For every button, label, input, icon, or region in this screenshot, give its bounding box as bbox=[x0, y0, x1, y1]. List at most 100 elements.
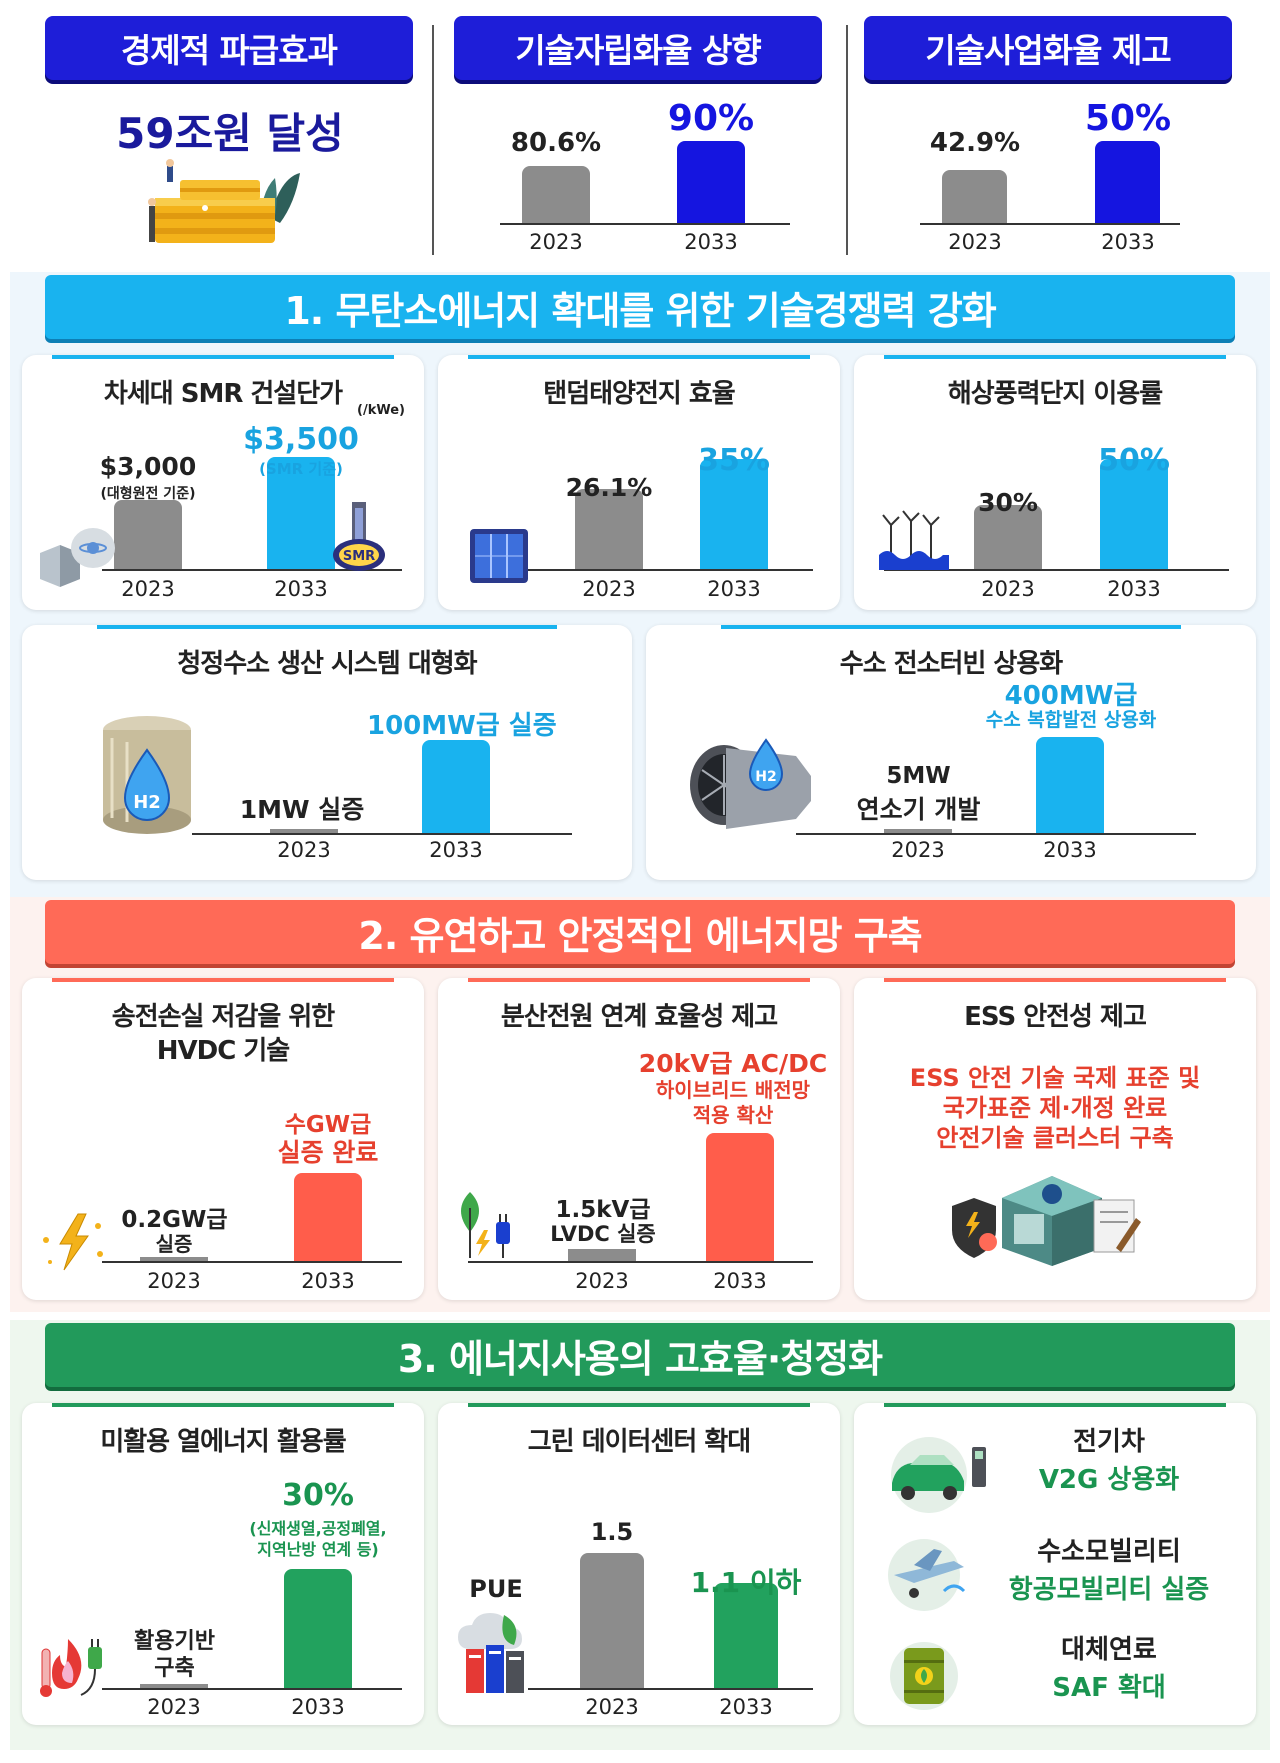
ess-line1: ESS 안전 기술 국제 표준 및 bbox=[909, 1064, 1201, 1092]
bar-2033 bbox=[677, 141, 745, 223]
tandem-title: 탠덤태양전지 효율 bbox=[543, 379, 735, 409]
tick-label-2023: 2023 bbox=[575, 1269, 629, 1293]
commercialization-title: 기술사업화율 제고 bbox=[864, 16, 1232, 80]
section3-banner: 3. 에너지사용의 고효율·청정화 bbox=[45, 1323, 1235, 1387]
ess-line2: 국가표준 제·개정 완료 bbox=[942, 1094, 1168, 1122]
bar-2023 bbox=[942, 170, 1007, 223]
offshore-title: 해상풍력단지 이용률 bbox=[947, 379, 1163, 409]
tick-label-2033: 2033 bbox=[1107, 577, 1161, 601]
value-label-2023: $3,000 bbox=[99, 452, 197, 481]
tech-independence-title: 기술자립화율 상향 bbox=[454, 16, 822, 80]
turbine-title: 수소 전소터빈 상용화 bbox=[839, 649, 1063, 679]
tick-label-2033: 2033 bbox=[713, 1269, 767, 1293]
section1-banner: 1. 무탄소에너지 확대를 위한 기술경쟁력 강화 bbox=[45, 275, 1235, 339]
tick-label-2033: 2033 bbox=[1101, 230, 1155, 254]
leaf-plug-icon bbox=[461, 1192, 510, 1258]
tandem-card: 탠덤태양전지 효율 26.1% 35% 2023 2033 bbox=[438, 355, 840, 610]
value-label-2023-line2: 실증 bbox=[155, 1232, 193, 1256]
bar-2023 bbox=[140, 1684, 208, 1688]
tick-label-2023: 2023 bbox=[147, 1269, 201, 1293]
bar-2023 bbox=[114, 500, 182, 569]
value-label-2033-line2: 실증 완료 bbox=[277, 1138, 379, 1167]
tick-label-2033: 2033 bbox=[429, 838, 483, 862]
mobility-card: 전기차 V2G 상용화 수소모빌리티 항공모빌리티 실증 대체연료 SAF 확대 bbox=[854, 1403, 1256, 1725]
value-label-2033-line1: 수GW급 bbox=[284, 1112, 372, 1138]
value-label-2033: 35% bbox=[698, 443, 770, 478]
value-label-2033: 90% bbox=[667, 98, 755, 139]
bar-2033 bbox=[706, 1133, 774, 1261]
h2-mobility-title: 수소모빌리티 bbox=[1037, 1537, 1181, 1567]
bar-2033 bbox=[1100, 459, 1168, 569]
value-label-2033-line1: 400MW급 bbox=[1004, 681, 1138, 711]
tick-label-2023: 2023 bbox=[121, 577, 175, 601]
hydrogen-tank-icon: H2 bbox=[103, 716, 191, 834]
lightning-icon bbox=[43, 1213, 103, 1271]
tick-label-2023: 2023 bbox=[277, 838, 331, 862]
divider bbox=[846, 25, 848, 255]
bar-2033 bbox=[1036, 737, 1104, 833]
value-label-2023: 1MW 실증 bbox=[239, 795, 365, 824]
solar-panel-icon bbox=[470, 529, 528, 583]
value-label-2023: 80.6% bbox=[510, 128, 602, 158]
datacenter-card: 그린 데이터센터 확대 PUE 1.5 1.1 이하 2023 2033 bbox=[438, 1403, 840, 1725]
tick-label-2033: 2033 bbox=[301, 1269, 355, 1293]
bar-2033 bbox=[422, 740, 490, 833]
wind-turbine-icon bbox=[879, 510, 949, 570]
air-mobility-icon bbox=[888, 1539, 966, 1611]
economic-effect-title: 경제적 파급효과 bbox=[45, 16, 413, 80]
tick-label-2033: 2033 bbox=[1043, 838, 1097, 862]
fuel-barrel-icon bbox=[890, 1642, 958, 1710]
datacenter-title: 그린 데이터센터 확대 bbox=[527, 1427, 751, 1457]
tick-label-2033: 2033 bbox=[291, 1695, 345, 1719]
gas-turbine-icon: H2 bbox=[690, 738, 811, 829]
economic-effect-value: 59조원 달성 bbox=[116, 109, 344, 158]
turbine-card: 수소 전소터빈 상용화 5MW 연소기 개발 400MW급 수소 복합발전 상용… bbox=[646, 625, 1256, 880]
tick-label-2023: 2023 bbox=[981, 577, 1035, 601]
value-label-2033: 30% bbox=[282, 1478, 354, 1513]
heat-title: 미활용 열에너지 활용률 bbox=[100, 1427, 346, 1457]
value-note-2033: (SMR 기준) bbox=[259, 460, 343, 478]
tick-label-2023: 2023 bbox=[585, 1695, 639, 1719]
ess-title: ESS 안전성 제고 bbox=[964, 1002, 1147, 1032]
value-label-2023-line1: 5MW bbox=[886, 763, 951, 789]
hvdc-title-line1: 송전손실 저감을 위한 bbox=[111, 1002, 335, 1032]
bar-2033 bbox=[267, 457, 335, 569]
bar-2023 bbox=[580, 1553, 644, 1688]
bar-2023 bbox=[568, 1249, 636, 1261]
value-label-2023: 1.5 bbox=[590, 1518, 634, 1546]
bar-2023 bbox=[522, 166, 590, 223]
tick-label-2023: 2023 bbox=[529, 230, 583, 254]
tick-label-2033: 2033 bbox=[719, 1695, 773, 1719]
bar-2023 bbox=[270, 829, 338, 833]
value-label-2033: 50% bbox=[1098, 443, 1170, 478]
tick-label-2023: 2023 bbox=[147, 1695, 201, 1719]
smr-badge: SMR bbox=[343, 549, 375, 564]
nuclear-plant-icon bbox=[40, 528, 115, 587]
bar-2033 bbox=[700, 459, 768, 569]
value-label-2033-line1: 20kV급 AC/DC bbox=[638, 1049, 828, 1078]
value-label-2023-line1: 0.2GW급 bbox=[121, 1207, 228, 1233]
ev-title: 전기차 bbox=[1073, 1427, 1145, 1457]
hydrogen-title: 청정수소 생산 시스템 대형화 bbox=[177, 649, 477, 679]
ev-value: V2G 상용화 bbox=[1038, 1465, 1180, 1495]
smr-card: 차세대 SMR 건설단가 (/kWe) $3,000 (대형원전 기준) $3,… bbox=[22, 355, 424, 610]
gold-coins-icon bbox=[148, 159, 300, 243]
ess-card: ESS 안전성 제고 ESS 안전 기술 국제 표준 및 국가표준 제·개정 완… bbox=[854, 978, 1256, 1300]
value-label-2023-line2: LVDC 실증 bbox=[550, 1222, 656, 1246]
value-label-2023-line1: 활용기반 bbox=[134, 1629, 215, 1654]
value-label-2033-line2: 수소 복합발전 상용화 bbox=[985, 709, 1157, 731]
divider bbox=[432, 25, 434, 255]
section2-banner: 2. 유연하고 안정적인 에너지망 구축 bbox=[45, 900, 1235, 964]
value-label-2023: 42.9% bbox=[929, 128, 1021, 158]
h2-badge: H2 bbox=[133, 792, 161, 813]
x-axis bbox=[920, 223, 1180, 225]
tick-label-2023: 2023 bbox=[948, 230, 1002, 254]
distributed-title: 분산전원 연계 효율성 제고 bbox=[500, 1002, 778, 1032]
hydrogen-card: 청정수소 생산 시스템 대형화 1MW 실증 100MW급 실증 2023 20… bbox=[22, 625, 632, 880]
tick-label-2023: 2023 bbox=[582, 577, 636, 601]
bar-2033 bbox=[1095, 141, 1160, 223]
value-label-2023-line2: 구축 bbox=[154, 1656, 195, 1681]
hvdc-card: 송전손실 저감을 위한 HVDC 기술 0.2GW급 실증 수GW급 실증 완료… bbox=[22, 978, 424, 1300]
value-label-2033: $3,500 bbox=[243, 422, 359, 457]
value-label-2023-line1: 1.5kV급 bbox=[555, 1197, 651, 1223]
